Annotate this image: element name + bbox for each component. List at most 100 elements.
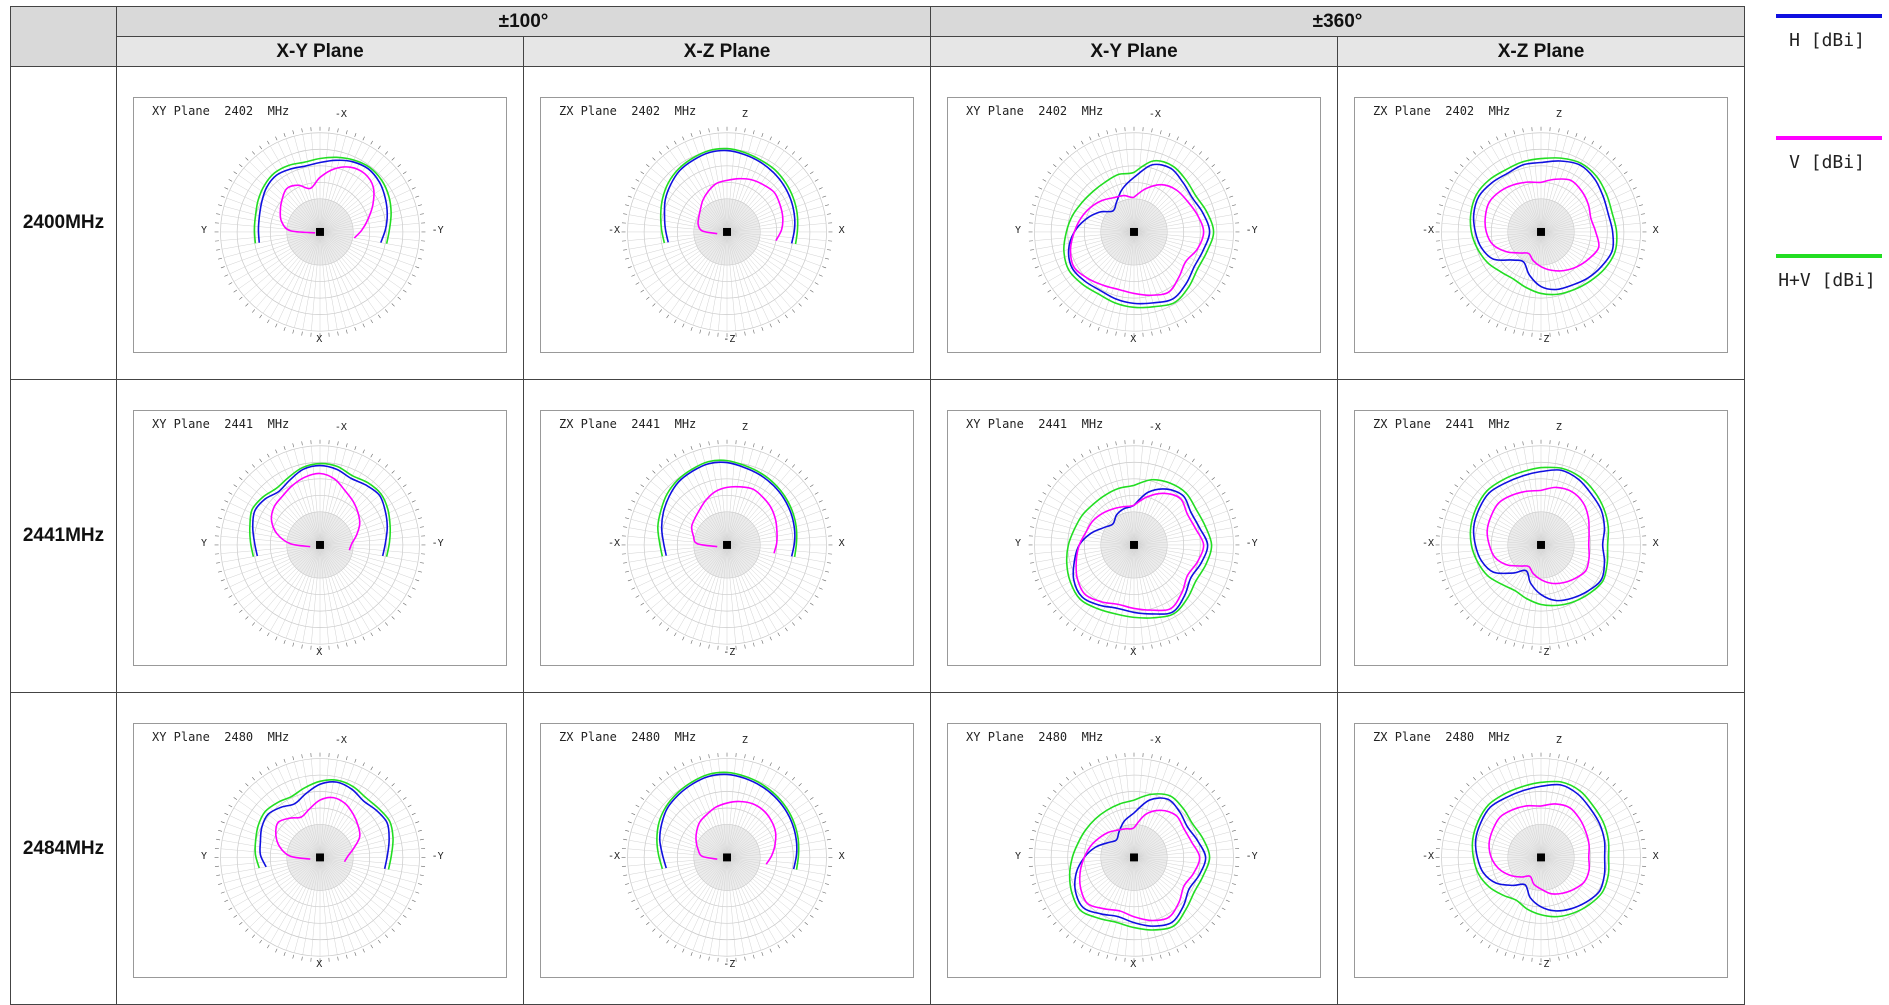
tick-mark xyxy=(1567,955,1568,959)
tick-mark xyxy=(1514,443,1515,447)
tick-mark xyxy=(234,485,237,487)
tick-mark xyxy=(1098,327,1099,331)
tick-mark xyxy=(1098,759,1099,763)
tick-mark xyxy=(392,783,395,786)
tick-mark xyxy=(1455,603,1458,605)
tick-mark xyxy=(1066,622,1069,625)
tick-mark xyxy=(636,908,639,910)
tick-mark xyxy=(1496,949,1498,953)
tick-mark xyxy=(1450,908,1453,910)
tick-mark xyxy=(1496,137,1498,141)
tick-mark xyxy=(418,571,422,572)
tick-mark xyxy=(819,588,823,590)
tick-mark xyxy=(1567,643,1568,647)
col-header-4: X-Z Plane xyxy=(1338,37,1745,67)
tick-mark xyxy=(363,450,365,454)
tick-mark xyxy=(1450,596,1453,598)
tick-mark xyxy=(234,603,237,605)
tick-mark xyxy=(667,459,669,462)
tick-mark xyxy=(346,756,347,760)
tick-mark xyxy=(1206,929,1209,932)
tick-mark xyxy=(398,297,401,300)
legend-label-v: V [dBi] xyxy=(1768,152,1886,173)
tick-mark xyxy=(1641,875,1645,876)
tick-mark xyxy=(1081,767,1083,770)
tick-mark xyxy=(1226,900,1230,902)
tick-mark xyxy=(822,196,826,197)
tick-mark xyxy=(1048,290,1051,292)
tick-mark xyxy=(245,158,248,161)
tick-mark xyxy=(1619,477,1622,480)
tick-mark xyxy=(1032,830,1036,831)
tick-mark xyxy=(398,610,401,613)
tick-mark xyxy=(412,500,416,502)
axis-label-left: Y xyxy=(201,851,207,862)
tick-mark xyxy=(1199,309,1202,312)
axis-label-top: Z xyxy=(1556,735,1562,746)
tick-mark xyxy=(224,900,228,902)
tick-mark xyxy=(216,214,220,215)
tick-mark xyxy=(1624,290,1627,292)
tick-mark xyxy=(682,762,684,766)
tick-mark xyxy=(229,179,232,181)
legend-item-v: V [dBi] xyxy=(1768,136,1886,173)
tick-mark xyxy=(659,622,662,625)
tick-mark xyxy=(623,839,627,840)
tick-mark xyxy=(1455,172,1458,174)
tick-mark xyxy=(1074,315,1076,318)
tick-mark xyxy=(636,596,639,598)
tick-mark xyxy=(1639,258,1643,259)
tick-mark xyxy=(293,330,294,334)
tick-mark xyxy=(646,922,649,925)
tick-mark xyxy=(762,640,763,644)
center-marker xyxy=(723,228,731,236)
axis-label-bottom: -Z xyxy=(723,334,735,345)
tick-mark xyxy=(641,603,644,605)
tick-mark xyxy=(1169,759,1170,763)
tick-mark xyxy=(1177,450,1179,454)
tick-mark xyxy=(363,762,365,766)
tick-mark xyxy=(1185,320,1187,323)
tick-mark xyxy=(667,940,669,943)
tick-mark xyxy=(700,330,701,334)
tick-mark xyxy=(1160,330,1161,334)
axis-label-top: -X xyxy=(335,735,347,746)
tick-mark xyxy=(770,324,772,328)
tick-mark xyxy=(1592,945,1594,948)
center-marker xyxy=(316,541,324,549)
tick-mark xyxy=(1169,327,1170,331)
tick-mark xyxy=(1030,563,1034,564)
tick-mark xyxy=(284,446,285,450)
axis-label-bottom: -Z xyxy=(1537,334,1549,345)
tick-mark xyxy=(392,158,395,161)
tick-mark xyxy=(245,783,248,786)
tick-mark xyxy=(1606,309,1609,312)
tick-mark xyxy=(700,643,701,647)
tick-mark xyxy=(293,955,294,959)
tick-mark xyxy=(1488,320,1490,323)
tick-mark xyxy=(1226,813,1230,815)
tick-mark xyxy=(762,327,763,331)
tick-mark xyxy=(1030,214,1034,215)
tick-mark xyxy=(216,563,220,564)
tick-mark xyxy=(418,518,422,519)
tick-mark xyxy=(221,267,225,268)
tick-mark xyxy=(822,509,826,510)
tick-mark xyxy=(1567,330,1568,334)
tick-mark xyxy=(1038,588,1042,590)
row-label: 2441MHz xyxy=(11,380,117,693)
tick-mark xyxy=(1177,762,1179,766)
tick-mark xyxy=(1032,518,1036,519)
tick-mark xyxy=(1048,915,1051,917)
tick-mark xyxy=(1152,128,1153,132)
tick-mark xyxy=(1455,797,1458,799)
tick-mark xyxy=(762,133,763,137)
axis-label-top: -X xyxy=(1149,109,1161,120)
tick-mark xyxy=(625,571,629,572)
tick-mark xyxy=(819,187,823,189)
tick-mark xyxy=(346,330,347,334)
col-header-2: X-Z Plane xyxy=(524,37,931,67)
